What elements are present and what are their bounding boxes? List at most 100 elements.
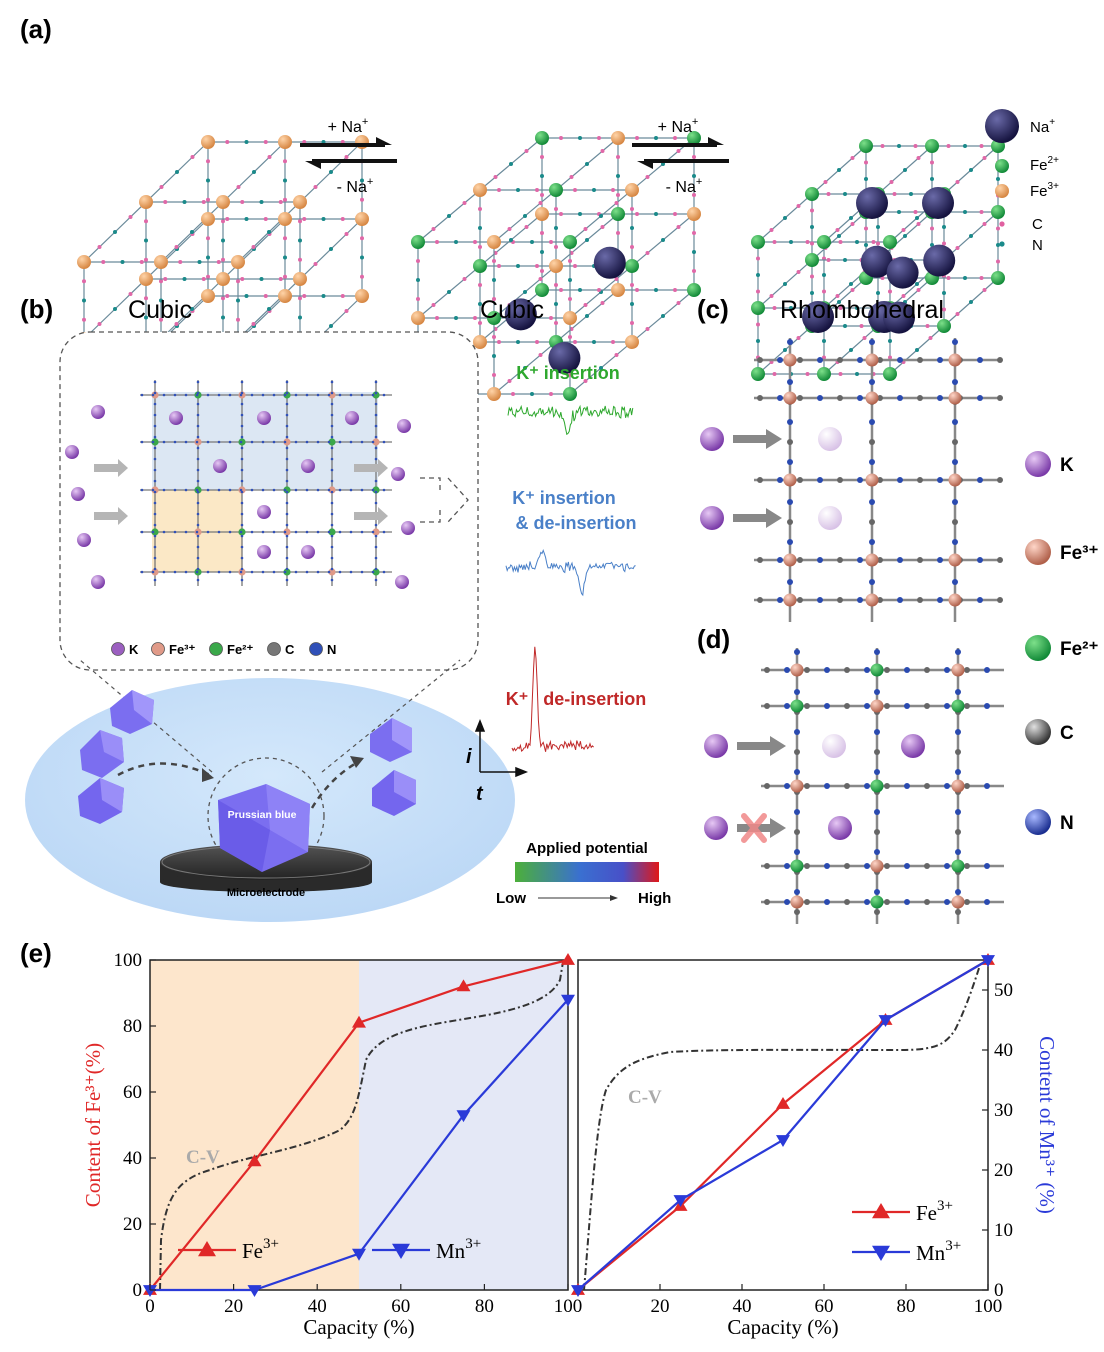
fe-node (283, 486, 291, 494)
nitrogen-atom (599, 214, 603, 218)
legend-n-label: N (1060, 813, 1074, 834)
carbon-atom (473, 316, 477, 320)
na-ion (593, 246, 626, 279)
trace-insertion (507, 404, 634, 436)
cn-atom (173, 530, 177, 534)
carbon-atom (559, 136, 563, 140)
cn-atom (984, 703, 990, 709)
cn-atom (151, 393, 155, 397)
fe3-ion (487, 235, 501, 249)
cn-atom (877, 395, 883, 401)
nitrogen-atom (903, 234, 907, 238)
na-ion (802, 301, 834, 333)
nitrogen-atom (592, 340, 596, 344)
cn-atom (153, 380, 157, 384)
carbon-atom (635, 136, 639, 140)
fe-node (870, 779, 884, 793)
carbon-atom (823, 180, 828, 184)
cn-atom (316, 440, 320, 444)
cn-atom (977, 395, 983, 401)
cn-atom (250, 488, 254, 492)
cn-atom (330, 457, 334, 461)
cn-atom (817, 597, 823, 603)
cn-atom (327, 393, 331, 397)
carbon-atom (888, 289, 892, 294)
nitrogen-atom (554, 302, 558, 306)
nitrogen-atom (897, 210, 901, 214)
cn-atom (196, 512, 200, 516)
cn-atom (787, 539, 793, 545)
cn-atom (294, 440, 298, 444)
cn-atom (330, 380, 334, 384)
y-tick-label: 40 (123, 1148, 142, 1169)
fe3-ion (625, 335, 639, 349)
carbon-atom (82, 279, 86, 284)
legend-panel-cd: K Fe³⁺ Fe²⁺ C N (1025, 451, 1099, 835)
cn-atom (285, 468, 289, 472)
cn-atom (272, 530, 276, 534)
cn-atom (285, 413, 289, 417)
cn-atom (787, 339, 793, 345)
fe3-ion (154, 255, 168, 269)
cn-atom (797, 477, 803, 483)
cn-atom (874, 829, 880, 835)
carbon-atom (163, 200, 168, 204)
carbon-atom (913, 144, 918, 148)
carbon-atom (431, 227, 436, 231)
carbon-atom (597, 136, 601, 140)
cn-atom (153, 578, 157, 582)
nitrogen-atom (969, 168, 973, 172)
nitrogen-atom (849, 348, 853, 352)
cn-atom (374, 556, 378, 560)
nitrogen-atom (144, 238, 148, 243)
cv-label: C-V (628, 1087, 662, 1108)
fe-node (870, 663, 884, 677)
cn-atom (757, 477, 763, 483)
cn-atom (272, 488, 276, 492)
cn-atom (869, 579, 875, 585)
carbon-atom (871, 240, 876, 244)
carbon-atom (826, 192, 831, 196)
cn-atom (330, 424, 334, 428)
cn-atom (196, 446, 200, 450)
cn-atom (330, 567, 334, 571)
arrow1-backward-label: - Na+ (337, 176, 374, 196)
cn-atom (874, 849, 880, 855)
fe-node (283, 391, 291, 399)
cn-atom (869, 439, 875, 445)
cn-atom (897, 597, 903, 603)
nitrogen-atom (585, 162, 589, 166)
carbon-atom (838, 306, 843, 310)
cn-atom (917, 477, 923, 483)
nitrogen-atom (252, 170, 256, 174)
cn-atom (360, 440, 364, 444)
cn-atom (804, 667, 810, 673)
fe2-ion (687, 283, 701, 297)
fe-node (870, 895, 884, 909)
cn-atom (305, 530, 309, 534)
cn-atom (777, 357, 783, 363)
nitrogen-atom (540, 174, 544, 178)
cn-atom (794, 729, 800, 735)
cn-atom (285, 545, 289, 549)
carbon-atom (559, 212, 563, 216)
cn-atom (330, 501, 334, 505)
legend-fe3-label: Fe³⁺ (1060, 543, 1099, 564)
cn-atom (196, 545, 200, 549)
cn-atom (944, 899, 950, 905)
cn-atom (261, 393, 265, 397)
fe2-ion (991, 271, 1005, 285)
nitrogen-atom (259, 277, 264, 281)
nitrogen-atom (692, 174, 696, 178)
legend-na-label: Na+ (1030, 117, 1055, 136)
carbon-atom (864, 160, 868, 165)
cn-atom (997, 557, 1003, 563)
cn-atom (153, 567, 157, 571)
cn-atom (997, 395, 1003, 401)
fe-node (783, 353, 797, 367)
cn-atom (338, 570, 342, 574)
cn-atom (349, 440, 353, 444)
cn-atom (794, 849, 800, 855)
fe-node (865, 391, 879, 405)
cn-atom (285, 479, 289, 483)
